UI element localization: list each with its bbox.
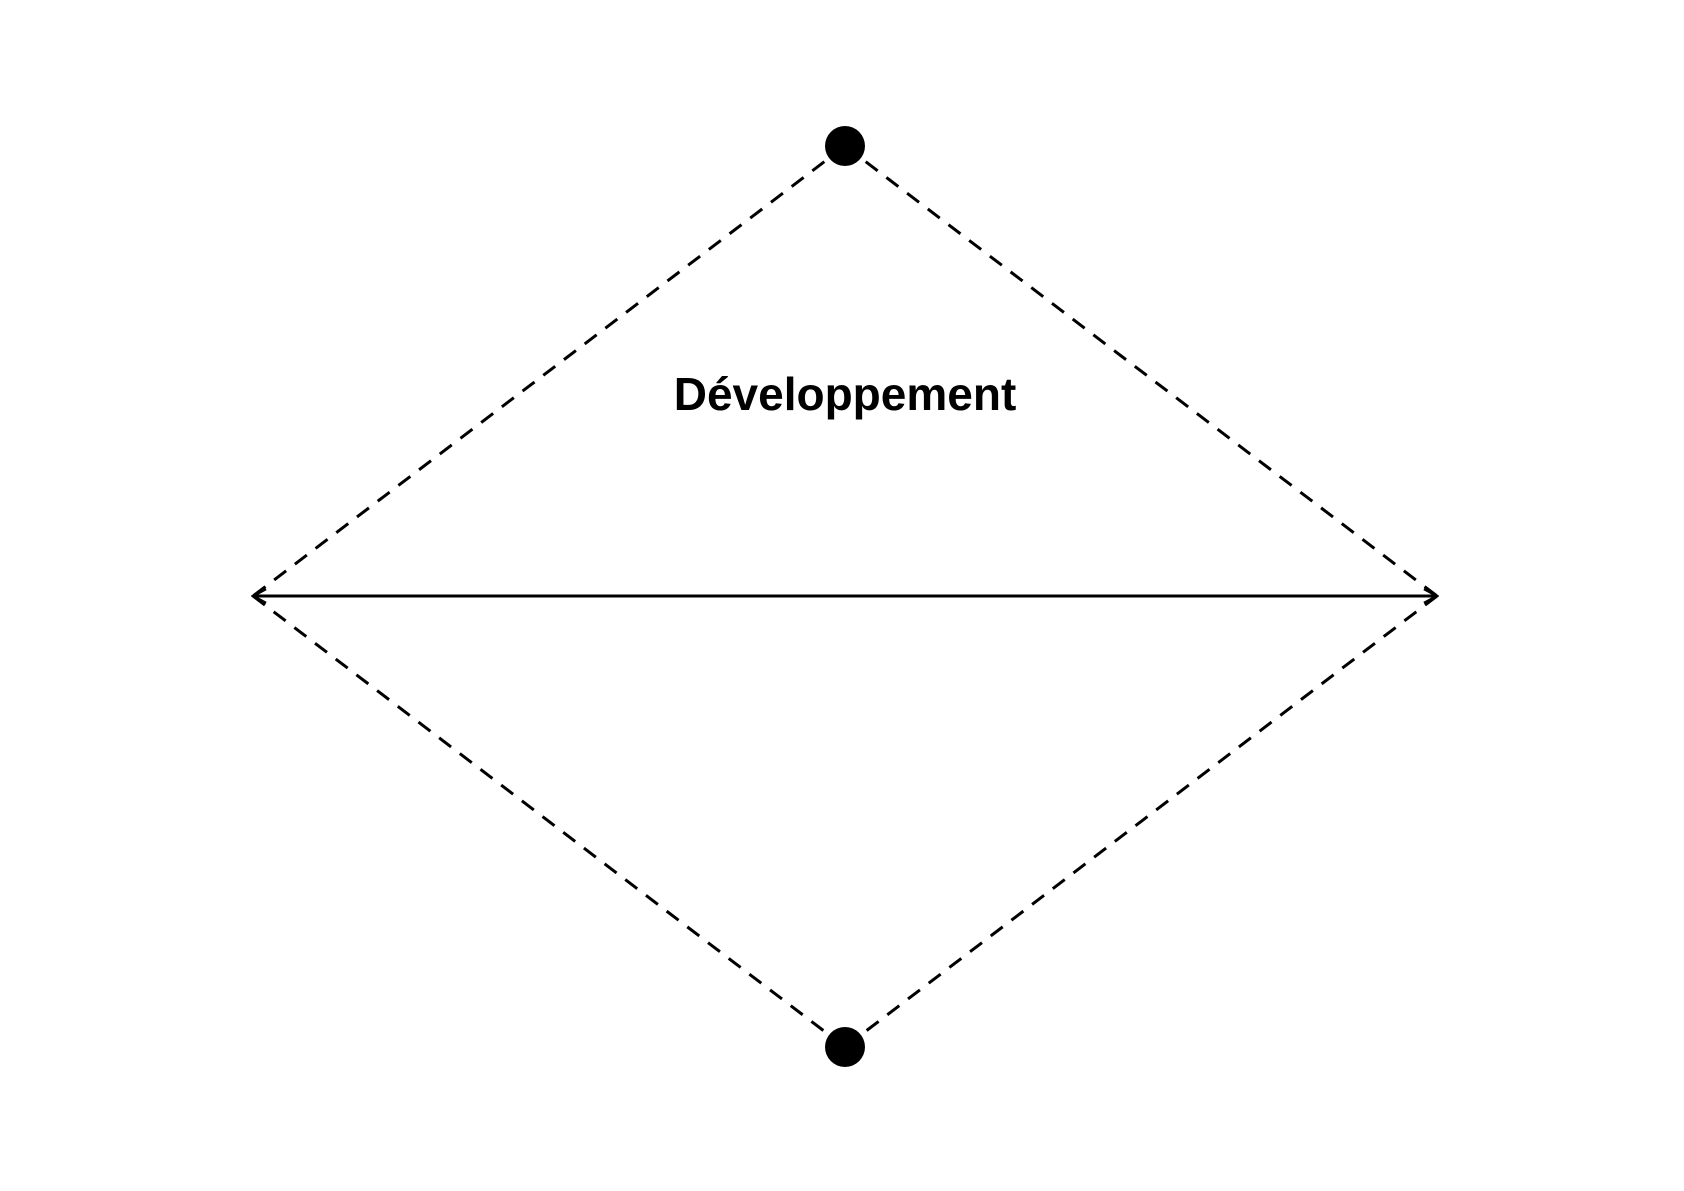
edge-top-right — [844, 144, 1438, 598]
edge-bottom-right — [844, 594, 1438, 1049]
edge-top-left — [252, 144, 846, 598]
edge-bottom-left — [252, 594, 846, 1049]
bottom-node — [825, 1027, 865, 1067]
top-node — [825, 126, 865, 166]
diagram-label: Développement — [674, 368, 1017, 420]
